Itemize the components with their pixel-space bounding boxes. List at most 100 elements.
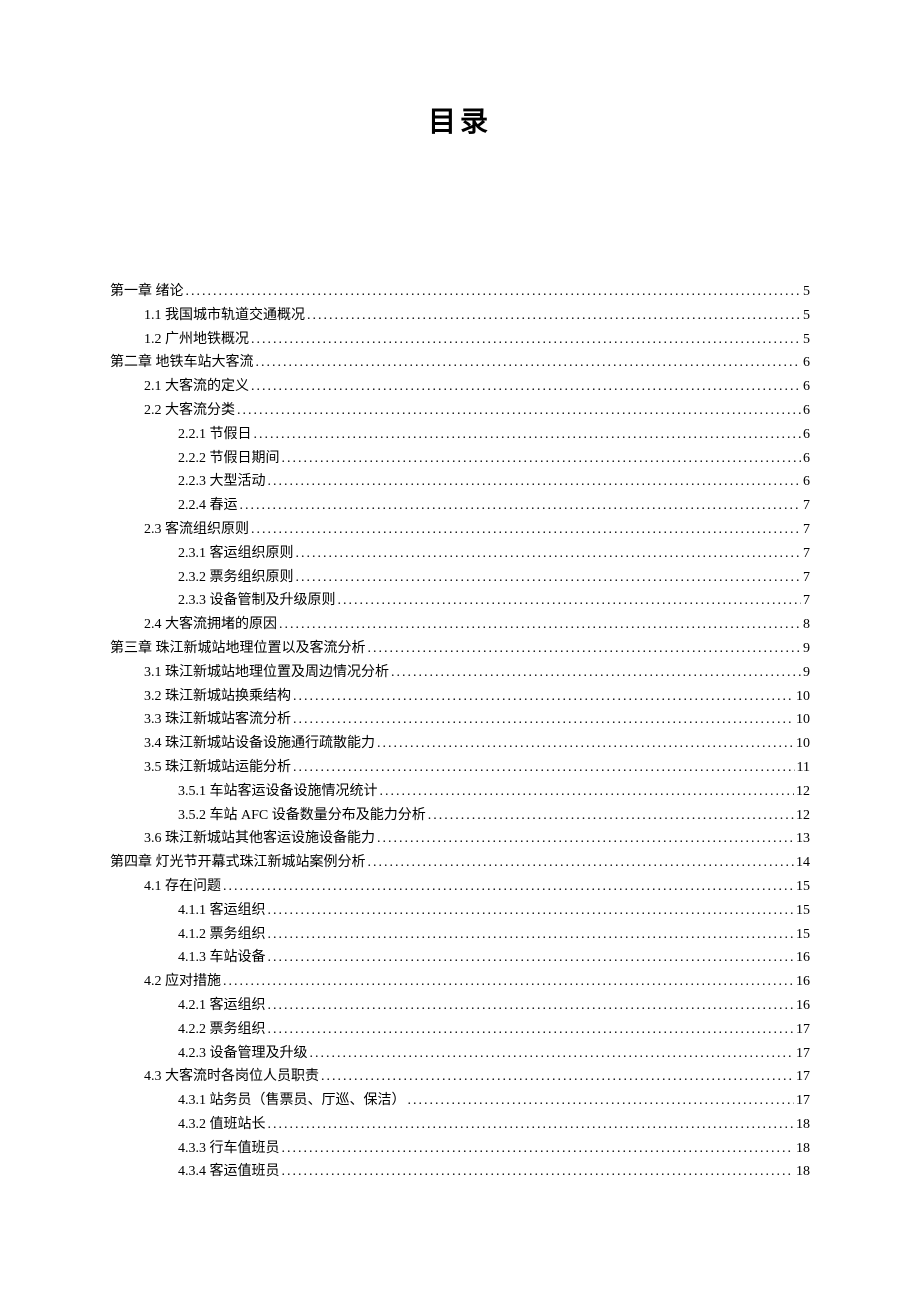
toc-entry: 2.2.3 大型活动 6 — [110, 470, 810, 494]
toc-entry: 3.4 珠江新城站设备设施通行疏散能力10 — [110, 732, 810, 756]
toc-entry-page: 10 — [796, 708, 810, 732]
toc-leader-dots — [268, 946, 795, 970]
toc-leader-dots — [251, 375, 801, 399]
toc-entry-page: 9 — [803, 661, 810, 685]
toc-entry-page: 18 — [796, 1137, 810, 1161]
toc-entry-page: 6 — [803, 470, 810, 494]
toc-leader-dots — [377, 732, 794, 756]
toc-entry-page: 7 — [803, 589, 810, 613]
toc-entry-page: 9 — [803, 637, 810, 661]
toc-leader-dots — [268, 899, 795, 923]
toc-entry: 2.1 大客流的定义6 — [110, 375, 810, 399]
toc-entry-text: 2.2.1 节假日 — [178, 423, 252, 447]
toc-entry-text: 3.2 珠江新城站换乘结构 — [144, 685, 291, 709]
toc-entry-page: 18 — [796, 1113, 810, 1137]
toc-entry-text: 4.3.2 值班站长 — [178, 1113, 266, 1137]
toc-entry-page: 15 — [796, 923, 810, 947]
toc-entry-page: 5 — [803, 304, 810, 328]
toc-entry-text: 2.3.2 票务组织原则 — [178, 566, 294, 590]
toc-entry: 4.2 应对措施16 — [110, 970, 810, 994]
toc-entry-page: 7 — [803, 494, 810, 518]
toc-entry-text: 3.5 珠江新城站运能分析 — [144, 756, 291, 780]
toc-entry: 3.5 珠江新城站运能分析11 — [110, 756, 810, 780]
toc-entry: 4.2.2 票务组织17 — [110, 1018, 810, 1042]
toc-leader-dots — [279, 613, 801, 637]
toc-entry: 1.1 我国城市轨道交通概况 5 — [110, 304, 810, 328]
toc-leader-dots — [282, 447, 802, 471]
toc-entry-text: 2.2.3 大型活动 — [178, 470, 266, 494]
toc-entry: 2.3.3 设备管制及升级原则 7 — [110, 589, 810, 613]
toc-entry-text: 4.3.4 客运值班员 — [178, 1160, 280, 1184]
toc-entry-page: 17 — [796, 1089, 810, 1113]
toc-entry: 2.2 大客流分类 6 — [110, 399, 810, 423]
toc-leader-dots — [282, 1137, 795, 1161]
toc-entry: 2.2.2 节假日期间6 — [110, 447, 810, 471]
toc-leader-dots — [338, 589, 802, 613]
toc-entry-page: 16 — [796, 946, 810, 970]
toc-entry-page: 17 — [796, 1018, 810, 1042]
toc-entry-text: 第三章 珠江新城站地理位置以及客流分析 — [110, 637, 366, 661]
toc-entry-page: 17 — [796, 1065, 810, 1089]
toc-leader-dots — [293, 685, 794, 709]
toc-entry: 3.5.2 车站 AFC 设备数量分布及能力分析12 — [110, 804, 810, 828]
toc-leader-dots — [268, 470, 802, 494]
toc-entry: 4.3.4 客运值班员18 — [110, 1160, 810, 1184]
toc-entry-text: 4.1.2 票务组织 — [178, 923, 266, 947]
toc-entry-page: 15 — [796, 899, 810, 923]
toc-leader-dots — [307, 304, 801, 328]
toc-entry: 3.6 珠江新城站其他客运设施设备能力13 — [110, 827, 810, 851]
toc-entry-page: 8 — [803, 613, 810, 637]
toc-leader-dots — [256, 351, 802, 375]
toc-entry-text: 2.3 客流组织原则 — [144, 518, 249, 542]
toc-entry-text: 4.1.3 车站设备 — [178, 946, 266, 970]
toc-entry-text: 3.3 珠江新城站客流分析 — [144, 708, 291, 732]
toc-leader-dots — [268, 923, 795, 947]
toc-entry-text: 4.2.1 客运组织 — [178, 994, 266, 1018]
toc-entry: 4.3 大客流时各岗位人员职责17 — [110, 1065, 810, 1089]
toc-entry: 3.2 珠江新城站换乘结构10 — [110, 685, 810, 709]
toc-entry: 2.2.1 节假日 6 — [110, 423, 810, 447]
toc-entry-page: 16 — [796, 994, 810, 1018]
toc-entry-page: 7 — [803, 566, 810, 590]
toc-entry-text: 2.2.4 春运 — [178, 494, 238, 518]
toc-entry-page: 15 — [796, 875, 810, 899]
toc-leader-dots — [268, 1018, 795, 1042]
toc-leader-dots — [293, 708, 794, 732]
toc-entry-page: 5 — [803, 328, 810, 352]
toc-entry: 2.3 客流组织原则 7 — [110, 518, 810, 542]
toc-entry: 2.3.2 票务组织原则 7 — [110, 566, 810, 590]
toc-leader-dots — [223, 970, 794, 994]
toc-entry-page: 13 — [796, 827, 810, 851]
toc-leader-dots — [391, 661, 801, 685]
toc-entry-page: 6 — [803, 375, 810, 399]
toc-entry: 2.3.1 客运组织原则7 — [110, 542, 810, 566]
toc-entry-page: 17 — [796, 1042, 810, 1066]
toc-entry: 3.5.1 车站客运设备设施情况统计12 — [110, 780, 810, 804]
toc-leader-dots — [377, 827, 794, 851]
toc-entry-page: 6 — [803, 423, 810, 447]
toc-entry-text: 2.3.3 设备管制及升级原则 — [178, 589, 336, 613]
toc-entry: 4.2.3 设备管理及升级17 — [110, 1042, 810, 1066]
toc-leader-dots — [321, 1065, 794, 1089]
toc-entry-text: 4.1.1 客运组织 — [178, 899, 266, 923]
toc-entry-text: 1.2 广州地铁概况 — [144, 328, 249, 352]
toc-leader-dots — [368, 851, 795, 875]
toc-entry-page: 7 — [803, 518, 810, 542]
toc-entry-text: 2.2 大客流分类 — [144, 399, 235, 423]
toc-leader-dots — [268, 1113, 795, 1137]
toc-leader-dots — [310, 1042, 795, 1066]
toc-leader-dots — [428, 804, 794, 828]
toc-entry-page: 6 — [803, 399, 810, 423]
toc-entry: 3.1 珠江新城站地理位置及周边情况分析9 — [110, 661, 810, 685]
toc-entry-text: 4.3.1 站务员（售票员、厅巡、保洁） — [178, 1089, 406, 1113]
toc-entry: 2.4 大客流拥堵的原因 8 — [110, 613, 810, 637]
toc-entry-text: 1.1 我国城市轨道交通概况 — [144, 304, 305, 328]
toc-entry-text: 2.2.2 节假日期间 — [178, 447, 280, 471]
toc-entry-page: 16 — [796, 970, 810, 994]
toc-leader-dots — [380, 780, 795, 804]
toc-entry-text: 2.4 大客流拥堵的原因 — [144, 613, 277, 637]
toc-entry-text: 2.3.1 客运组织原则 — [178, 542, 294, 566]
toc-entry-text: 4.1 存在问题 — [144, 875, 221, 899]
toc-leader-dots — [254, 423, 802, 447]
toc-entry-text: 第二章 地铁车站大客流 — [110, 351, 254, 375]
